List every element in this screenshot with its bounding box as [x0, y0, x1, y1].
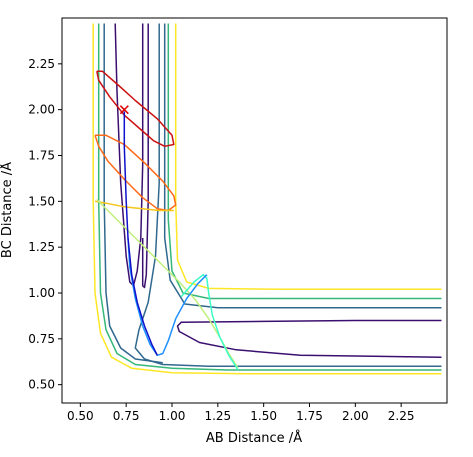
- y-tick-label: 1.75: [28, 149, 55, 163]
- contour-line-2: [176, 319, 442, 358]
- contour-line-14: [180, 273, 239, 371]
- contour-line-0: [114, 23, 144, 287]
- contour-line-16: [123, 111, 158, 356]
- contour-line-7: [167, 23, 442, 300]
- contour-line-12: [94, 200, 174, 212]
- x-tick-label: 1.00: [159, 409, 186, 423]
- x-tick-label: 2.25: [388, 409, 415, 423]
- x-axis-ticks: 0.50 0.75 1.00 1.25 1.50 1.75 2.00 2.25: [67, 403, 415, 423]
- x-tick-label: 1.75: [296, 409, 323, 423]
- plot-area: [92, 23, 442, 375]
- contour-line-6: [97, 23, 442, 371]
- contour-line-4: [103, 23, 163, 364]
- contour-line-11: [94, 134, 177, 212]
- x-tick-label: 1.50: [250, 409, 277, 423]
- y-tick-label: 0.50: [28, 378, 55, 392]
- y-tick-label: 0.75: [28, 332, 55, 346]
- axes-frame: [61, 17, 448, 404]
- contour-line-1: [141, 23, 149, 289]
- x-axis-label: AB Distance /Å: [206, 430, 302, 446]
- y-tick-label: 2.25: [28, 57, 55, 71]
- x-tick-label: 1.25: [204, 409, 231, 423]
- x-tick-label: 0.75: [113, 409, 140, 423]
- contour-lines: [92, 23, 442, 375]
- contour-line-3: [134, 23, 442, 368]
- y-axis-label: BC Distance /Å: [0, 162, 15, 258]
- y-tick-label: 1.00: [28, 286, 55, 300]
- start-marker-0: [119, 105, 129, 115]
- contour-line-8: [92, 23, 442, 375]
- markers: [119, 105, 129, 115]
- y-axis-ticks: 0.50 0.75 1.00 1.25 1.50 1.75 2.00 2.25: [28, 57, 62, 392]
- y-tick-label: 1.50: [28, 194, 55, 208]
- contour-line-10: [96, 70, 175, 148]
- y-tick-label: 1.25: [28, 240, 55, 254]
- x-tick-label: 0.50: [67, 409, 94, 423]
- x-tick-label: 2.00: [342, 409, 369, 423]
- contour-line-15: [127, 237, 208, 357]
- y-tick-label: 2.00: [28, 103, 55, 117]
- contour-line-5: [163, 23, 442, 309]
